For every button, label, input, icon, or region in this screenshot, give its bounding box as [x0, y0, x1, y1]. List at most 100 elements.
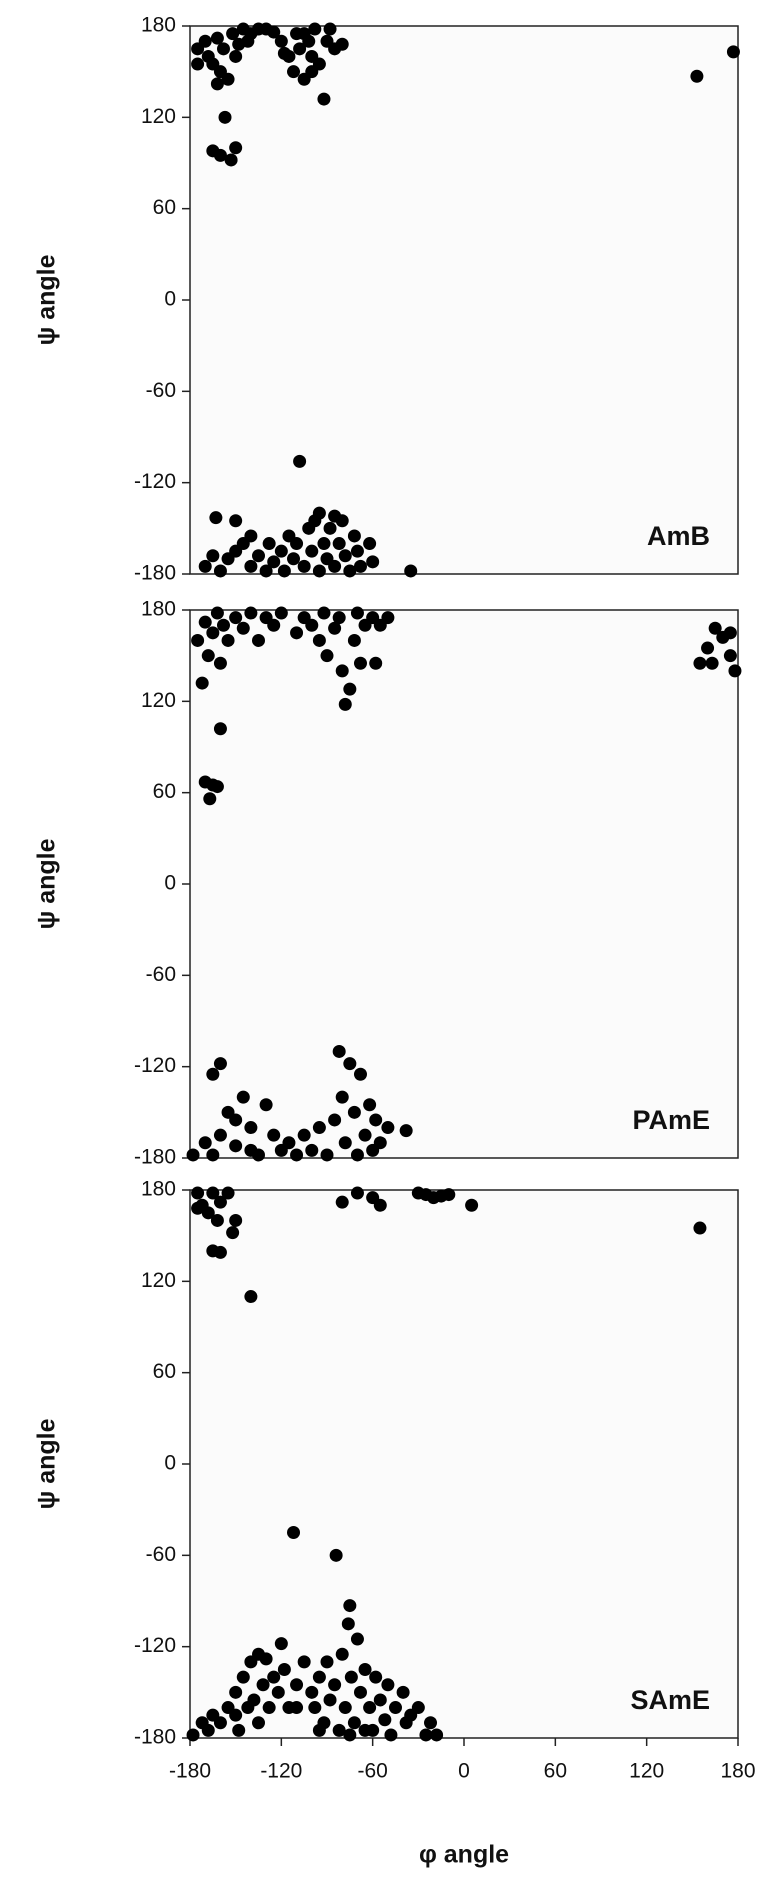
- x-tick-label: 0: [458, 1760, 470, 1783]
- point: [213, 1245, 227, 1259]
- y-tick-label: 120: [141, 105, 176, 128]
- y-tick-label: -120: [134, 1054, 176, 1077]
- point: [369, 1113, 383, 1127]
- point: [213, 1716, 227, 1730]
- point: [229, 514, 243, 528]
- point: [252, 633, 265, 647]
- point: [229, 611, 243, 625]
- panel-label: AmB: [647, 521, 710, 551]
- point: [312, 633, 326, 647]
- point: [252, 1647, 265, 1661]
- point: [369, 656, 383, 670]
- point: [293, 454, 307, 468]
- point: [236, 621, 250, 635]
- point: [347, 1716, 361, 1730]
- point: [323, 1693, 337, 1707]
- point: [320, 1655, 334, 1669]
- point: [229, 1213, 243, 1227]
- point: [198, 559, 212, 573]
- point: [191, 57, 205, 71]
- point: [430, 1728, 444, 1742]
- point: [708, 621, 722, 635]
- point: [693, 1221, 707, 1235]
- point: [343, 1599, 357, 1613]
- point: [206, 1186, 220, 1200]
- point: [312, 1723, 326, 1737]
- y-tick-label: 0: [164, 872, 176, 895]
- point: [335, 1090, 349, 1104]
- y-axis-title: ψ angle: [33, 1418, 61, 1509]
- point: [213, 1195, 227, 1209]
- point: [198, 34, 212, 48]
- point: [236, 1670, 250, 1684]
- point: [201, 1723, 215, 1737]
- y-tick-label: -60: [146, 379, 176, 402]
- point: [338, 549, 352, 563]
- point: [198, 615, 212, 629]
- point: [195, 676, 209, 690]
- point: [396, 1685, 410, 1699]
- point: [335, 37, 349, 51]
- point: [728, 664, 742, 678]
- point: [287, 1526, 301, 1539]
- point: [290, 537, 304, 551]
- point: [381, 1678, 395, 1692]
- point: [308, 22, 322, 36]
- point: [252, 1716, 265, 1730]
- point: [293, 42, 307, 56]
- point: [350, 1632, 364, 1646]
- point: [236, 1090, 250, 1104]
- point: [229, 1139, 243, 1153]
- point: [335, 664, 349, 678]
- point: [343, 682, 357, 696]
- point: [332, 537, 346, 551]
- point: [350, 606, 364, 620]
- point: [191, 1201, 205, 1215]
- point: [312, 1121, 326, 1135]
- point: [363, 1701, 377, 1715]
- point: [384, 1728, 398, 1742]
- point: [305, 544, 319, 558]
- point: [262, 1701, 276, 1715]
- point: [690, 69, 704, 83]
- point: [213, 656, 227, 670]
- point: [350, 1186, 364, 1200]
- point: [317, 537, 331, 551]
- point: [424, 1716, 438, 1730]
- point: [277, 1663, 291, 1676]
- point: [373, 1693, 387, 1707]
- x-tick-label: 60: [544, 1760, 567, 1783]
- point: [369, 1670, 383, 1684]
- point: [213, 564, 227, 578]
- point: [366, 555, 380, 569]
- y-tick-label: -120: [134, 470, 176, 493]
- y-axis-title: ψ angle: [33, 254, 61, 345]
- point: [213, 722, 227, 736]
- point: [317, 92, 331, 106]
- point: [358, 1723, 372, 1737]
- panel-label: PAmE: [632, 1105, 710, 1135]
- point: [213, 148, 227, 162]
- point: [259, 564, 273, 578]
- point: [723, 649, 737, 663]
- point: [693, 656, 707, 670]
- point: [305, 1685, 319, 1699]
- y-tick-label: 120: [141, 689, 176, 712]
- point: [247, 1693, 261, 1707]
- point: [328, 621, 342, 635]
- point: [229, 1113, 243, 1127]
- point: [267, 1670, 281, 1684]
- point: [350, 1148, 364, 1162]
- point: [343, 1057, 357, 1071]
- point: [244, 1143, 258, 1157]
- point: [332, 1723, 346, 1737]
- point: [210, 31, 224, 45]
- point: [389, 1701, 402, 1715]
- point: [290, 1148, 304, 1162]
- point: [216, 42, 230, 56]
- point: [297, 27, 311, 41]
- y-tick-label: 0: [164, 288, 176, 311]
- y-tick-label: -60: [146, 963, 176, 986]
- point: [378, 1713, 392, 1727]
- point: [328, 1678, 342, 1692]
